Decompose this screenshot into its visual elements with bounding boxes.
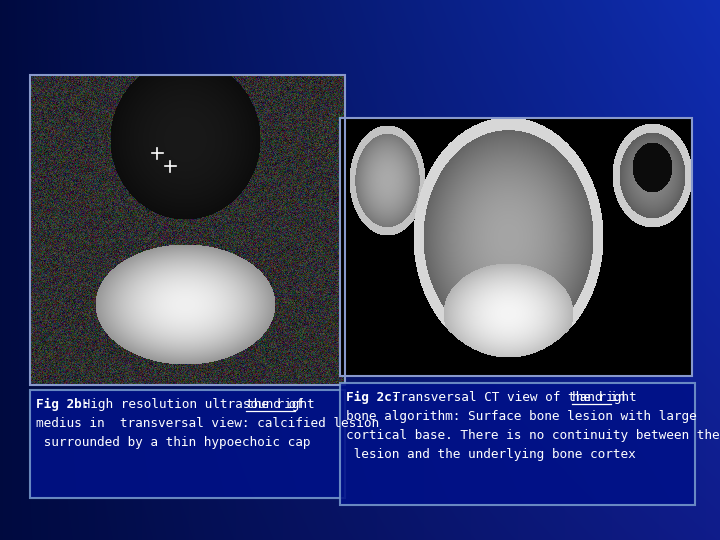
Bar xyxy=(340,383,695,505)
Text: hand in: hand in xyxy=(572,391,626,404)
Text: Fig 2b:: Fig 2b: xyxy=(36,398,89,411)
Text: lesion and the underlying bone cortex: lesion and the underlying bone cortex xyxy=(346,448,636,461)
Text: cortical base. There is no continuity between the: cortical base. There is no continuity be… xyxy=(346,429,719,442)
Text: surrounded by a thin hypoechoic cap: surrounded by a thin hypoechoic cap xyxy=(36,436,310,449)
Text: the right: the right xyxy=(246,398,315,411)
Bar xyxy=(340,118,692,376)
Text: High resolution ultrasound of: High resolution ultrasound of xyxy=(75,398,311,411)
Text: medius in  transversal view: calcified lesion: medius in transversal view: calcified le… xyxy=(36,417,379,430)
Text: bone algorithm: Surface bone lesion with large: bone algorithm: Surface bone lesion with… xyxy=(346,410,697,423)
Bar xyxy=(30,390,345,498)
Text: Transversal CT view of the right: Transversal CT view of the right xyxy=(384,391,644,404)
Bar xyxy=(30,75,345,385)
Text: Fig 2c:: Fig 2c: xyxy=(346,391,400,404)
